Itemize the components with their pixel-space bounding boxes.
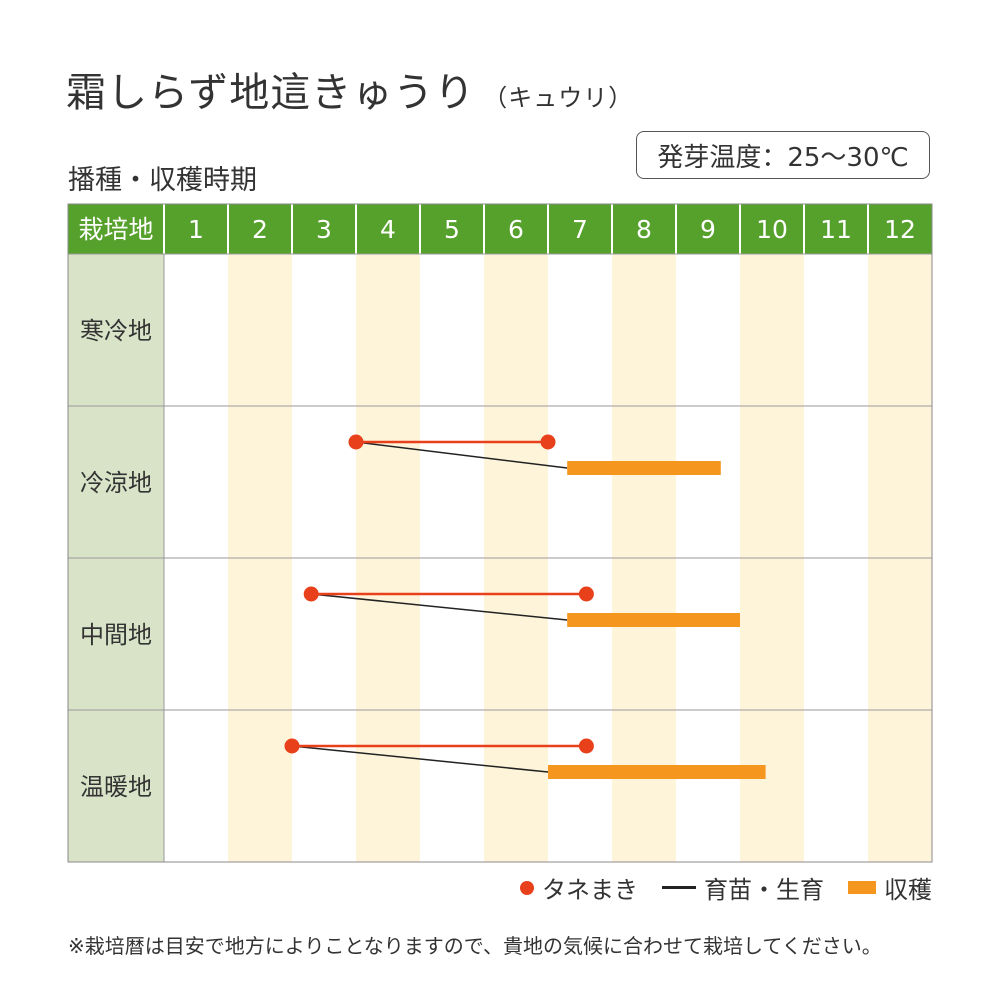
corner-label: 栽培地 [78, 215, 153, 244]
month-tick-label: 11 [820, 215, 852, 244]
title-main: 霜しらず地這きゅうり [66, 70, 476, 116]
legend-harvest: 収穫 [848, 870, 932, 905]
growing-line [311, 593, 568, 621]
month-tick-label: 6 [508, 215, 524, 244]
month-tick-label: 7 [572, 215, 588, 244]
month-tick-label: 3 [316, 215, 332, 244]
harvest-bar [567, 461, 721, 475]
header-row [68, 204, 932, 254]
region-label: 温暖地 [80, 773, 152, 801]
harvest-bar [567, 613, 740, 627]
sowing-start-dot [303, 586, 319, 602]
month-tick-label: 9 [700, 215, 716, 244]
footnote: ※栽培暦は目安で地方によりことなりますので、貴地の気候に合わせて栽培してください… [68, 934, 882, 958]
region-label: 寒冷地 [80, 317, 152, 345]
growing-line [291, 745, 549, 773]
harvest-bar-icon [848, 881, 876, 894]
month-tick-label: 10 [756, 215, 788, 244]
month-tick-label: 8 [636, 215, 652, 244]
sowing-end-dot [540, 434, 556, 450]
region-label: 冷涼地 [80, 469, 152, 497]
legend-growing: 育苗・生育 [662, 870, 824, 905]
month-tick-label: 4 [380, 215, 396, 244]
title-sub: （キュウリ） [483, 84, 634, 112]
month-tick-label: 1 [188, 215, 204, 244]
month-tick-label: 2 [252, 215, 268, 244]
chart-subtitle: 播種・収穫時期 [68, 165, 257, 196]
sowing-start-dot [284, 738, 300, 754]
legend-harvest-label: 収穫 [884, 876, 932, 904]
legend: タネまき 育苗・生育 収穫 [496, 870, 932, 905]
sowing-end-dot [578, 738, 594, 754]
sowing-dot-icon [520, 880, 534, 895]
growing-line [355, 441, 568, 469]
legend-sowing-label: タネまき [542, 876, 638, 904]
sowing-start-dot [348, 434, 364, 450]
legend-sowing: タネまき [520, 870, 638, 905]
sowing-end-dot [578, 586, 594, 602]
legend-growing-label: 育苗・生育 [704, 876, 824, 904]
chart-border [67, 203, 933, 863]
region-label: 中間地 [80, 621, 152, 649]
germination-temp-badge: 発芽温度：25～30℃ [636, 131, 930, 179]
month-tick-label: 12 [884, 215, 916, 244]
harvest-bar [548, 765, 766, 779]
growing-line-icon [662, 886, 696, 889]
month-tick-label: 5 [444, 215, 460, 244]
page-title: 霜しらず地這きゅうり （キュウリ） [66, 60, 633, 118]
